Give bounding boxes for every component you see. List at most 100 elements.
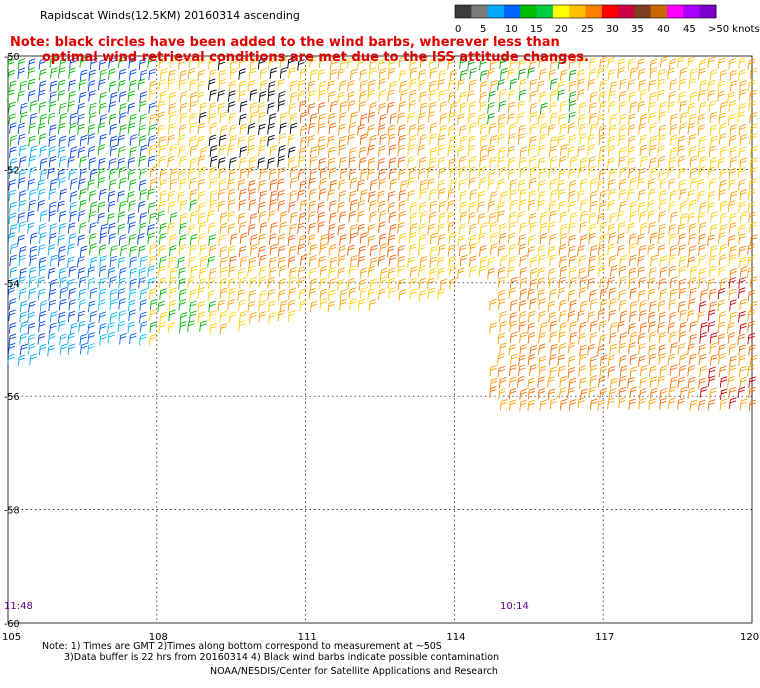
wind-barb xyxy=(678,233,686,245)
wind-barb xyxy=(409,67,418,79)
wind-barb xyxy=(129,245,137,258)
wind-barb xyxy=(189,233,198,246)
wind-barb xyxy=(717,299,726,312)
wind-barb xyxy=(648,344,656,356)
wind-barb xyxy=(628,267,637,280)
wind-barb xyxy=(549,135,558,148)
wind-barb xyxy=(277,155,285,167)
wind-barb xyxy=(527,322,535,335)
wind-barb xyxy=(88,69,96,82)
wind-barb xyxy=(338,111,347,124)
wind-barb xyxy=(748,344,756,356)
wind-barb xyxy=(247,79,256,92)
wind-barb xyxy=(419,179,428,191)
wind-barb xyxy=(527,399,536,412)
wind-barb xyxy=(48,146,56,158)
wind-barb xyxy=(687,365,695,377)
wind-barb xyxy=(557,365,566,377)
wind-barb xyxy=(519,267,528,279)
wind-barb xyxy=(707,375,716,387)
wind-barb xyxy=(438,69,447,82)
wind-barb xyxy=(519,78,527,91)
wind-barb xyxy=(237,268,246,280)
wind-barb xyxy=(349,199,358,211)
wind-barb xyxy=(518,156,527,169)
wind-barb xyxy=(518,243,527,255)
wind-barb xyxy=(679,100,687,112)
wind-barb xyxy=(308,122,316,135)
wind-barb xyxy=(598,376,606,388)
wind-barb xyxy=(159,179,167,191)
wind-barb xyxy=(497,266,506,279)
wind-barb xyxy=(138,58,147,70)
wind-barb xyxy=(320,233,328,246)
wind-barb xyxy=(377,200,386,212)
wind-barb xyxy=(387,89,395,102)
wind-barb xyxy=(107,322,115,334)
wind-barb xyxy=(679,201,688,213)
wind-barb xyxy=(217,188,226,201)
wind-barb xyxy=(179,311,188,324)
wind-barb xyxy=(738,102,746,115)
wind-barb xyxy=(679,386,688,399)
wind-barb xyxy=(417,144,426,156)
wind-barb xyxy=(388,144,397,156)
wind-barb xyxy=(538,167,547,180)
wind-barb xyxy=(367,79,376,92)
wind-barb xyxy=(508,387,517,400)
wind-barb xyxy=(387,201,396,214)
wind-barb xyxy=(367,157,376,169)
wind-barb xyxy=(459,91,467,103)
wind-barb xyxy=(118,310,126,322)
wind-barb xyxy=(217,102,226,115)
wind-barb xyxy=(158,155,166,168)
wind-barb xyxy=(627,376,635,389)
wind-barb xyxy=(529,364,537,376)
wind-barb xyxy=(699,156,707,168)
wind-barb xyxy=(558,200,567,213)
wind-barb xyxy=(548,311,556,324)
wind-barb xyxy=(327,157,336,170)
contamination-note-line1: Note: black circles have been added to t… xyxy=(10,35,560,50)
wind-barb xyxy=(258,90,267,103)
wind-barb xyxy=(18,221,27,233)
wind-barb xyxy=(87,332,95,344)
wind-barb xyxy=(497,332,506,345)
wind-barb xyxy=(419,102,428,114)
wind-barb xyxy=(529,90,537,103)
wind-barb xyxy=(338,179,346,191)
wind-barb xyxy=(537,376,545,388)
wind-barb xyxy=(128,233,137,246)
wind-barb xyxy=(577,89,585,101)
wind-barb xyxy=(717,57,726,69)
wind-barb xyxy=(437,267,445,279)
wind-barb xyxy=(717,333,726,345)
wind-barb xyxy=(670,211,678,223)
wind-barb xyxy=(329,100,338,113)
wind-barb xyxy=(699,365,707,377)
wind-barb xyxy=(317,201,325,214)
wind-barb xyxy=(619,78,627,91)
wind-barb xyxy=(8,298,17,310)
wind-barb xyxy=(637,177,645,190)
wind-barb xyxy=(378,233,387,245)
wind-barb xyxy=(438,244,446,256)
wind-barb xyxy=(648,267,657,279)
wind-barb xyxy=(187,167,196,180)
wind-barb xyxy=(628,233,637,245)
wind-barb xyxy=(79,199,87,211)
wind-barb xyxy=(357,210,365,223)
wind-barb xyxy=(617,210,625,223)
wind-barb xyxy=(87,179,95,191)
legend-tick-label: 10 xyxy=(505,24,518,35)
wind-barb xyxy=(488,212,497,224)
wind-barb xyxy=(318,56,327,68)
wind-barb xyxy=(688,223,697,235)
wind-barb xyxy=(617,58,626,70)
wind-barb xyxy=(658,169,666,181)
wind-barb xyxy=(68,90,76,103)
wind-barb xyxy=(77,256,85,268)
wind-barb xyxy=(238,320,246,332)
wind-barb xyxy=(117,288,126,300)
wind-barb xyxy=(618,265,627,278)
